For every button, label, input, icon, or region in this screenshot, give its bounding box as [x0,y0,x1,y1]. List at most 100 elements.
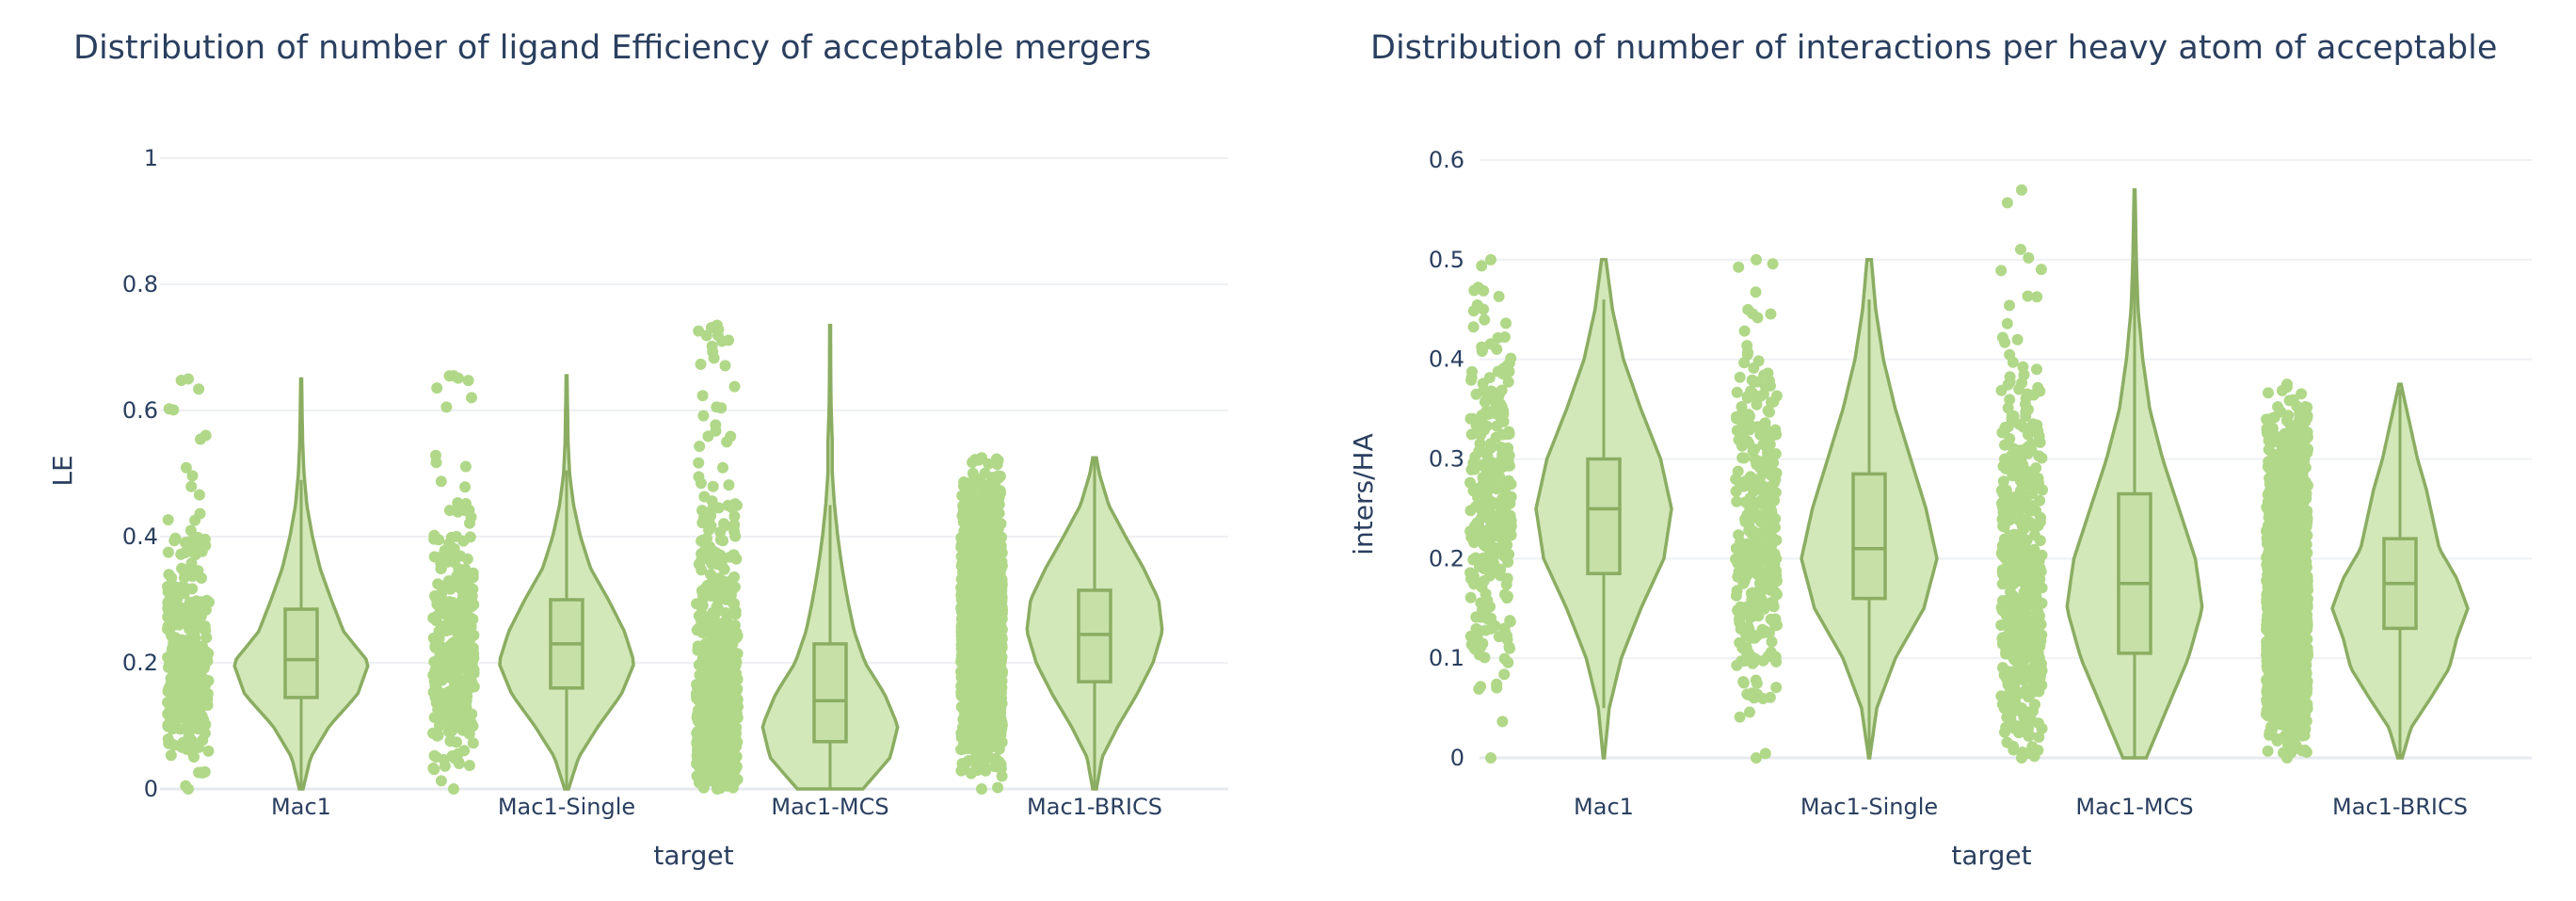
data-point [1996,604,2008,617]
data-point [428,551,440,563]
data-point [711,766,723,779]
data-point [435,475,447,488]
data-point [1479,652,1491,664]
data-point [700,515,712,527]
data-point [200,718,212,731]
data-point [185,668,198,681]
data-point [180,614,192,626]
data-point [977,512,989,524]
data-point [1733,261,1745,273]
data-point [1770,682,1783,694]
data-point [1737,540,1750,553]
data-point [461,553,473,565]
chart-le: Distribution of number of ligand Efficie… [47,29,1228,871]
data-point [700,589,712,602]
data-point [2008,597,2020,609]
data-point [185,480,198,492]
data-point [1743,520,1755,532]
data-point [720,771,732,783]
data-point [466,392,477,404]
data-point [464,517,475,529]
data-point [1746,687,1758,700]
data-point [959,739,971,751]
data-point [990,759,1002,771]
data-point [1464,505,1477,517]
data-point [467,737,479,749]
data-point [975,724,987,736]
data-point [2034,573,2046,586]
data-point [1503,365,1515,378]
data-point [2031,363,2042,376]
data-point [195,433,206,445]
y-tick-label: 0.3 [1429,446,1464,473]
data-point [712,319,723,331]
data-point [451,736,462,748]
data-point [188,657,200,669]
data-point [186,470,199,482]
data-point [1472,282,1484,294]
data-point [171,685,184,698]
data-point [1493,290,1505,302]
data-point [178,571,190,584]
data-point [446,651,458,663]
data-point [194,703,206,716]
data-point [696,666,709,678]
y-tick-label: 0 [1450,745,1464,771]
data-point [1770,390,1783,402]
data-point [448,783,459,795]
data-point [712,706,724,718]
data-point [448,370,459,382]
data-point [1498,668,1511,681]
data-point [463,728,475,740]
data-point [2021,611,2033,623]
data-point [164,736,176,748]
data-point [183,603,195,616]
data-point [707,480,719,492]
y-tick-label: 0.2 [122,650,158,676]
data-point [200,594,213,606]
data-point [1751,752,1762,764]
data-point [2028,559,2040,571]
data-point [432,730,444,741]
data-point [693,758,705,770]
data-point [1496,716,1509,728]
data-point [430,449,441,461]
data-point [974,477,986,490]
data-point [996,719,1008,731]
data-point [438,603,450,615]
data-point [1749,609,1761,621]
data-point [1496,384,1508,396]
data-point [1769,613,1782,625]
data-point [1490,543,1502,555]
y-tick-label: 1 [144,145,158,171]
data-point [466,662,478,674]
violins [162,319,1164,795]
data-point [176,562,188,574]
data-point [428,749,440,762]
data-point [2016,184,2027,196]
data-point [460,675,472,687]
data-point [199,533,211,545]
data-point [1501,572,1513,585]
data-point [2014,527,2026,539]
data-point [968,560,981,572]
data-point [723,334,734,346]
violin-box [1851,472,1887,601]
data-point [1738,560,1751,572]
data-point [2007,356,2019,368]
x-tick-label: Mac1-MCS [771,794,888,820]
data-point [462,375,474,387]
data-point [443,579,456,591]
data-point [440,695,452,707]
data-point [711,401,723,413]
data-point [2028,529,2040,541]
data-point [1476,260,1488,272]
data-point [162,652,174,664]
data-point [185,557,198,570]
data-point [1769,522,1781,534]
y-axis-title: LE [47,455,78,486]
data-point [958,676,970,688]
data-point [2018,711,2030,723]
data-point [2007,651,2019,663]
data-point [722,680,734,692]
